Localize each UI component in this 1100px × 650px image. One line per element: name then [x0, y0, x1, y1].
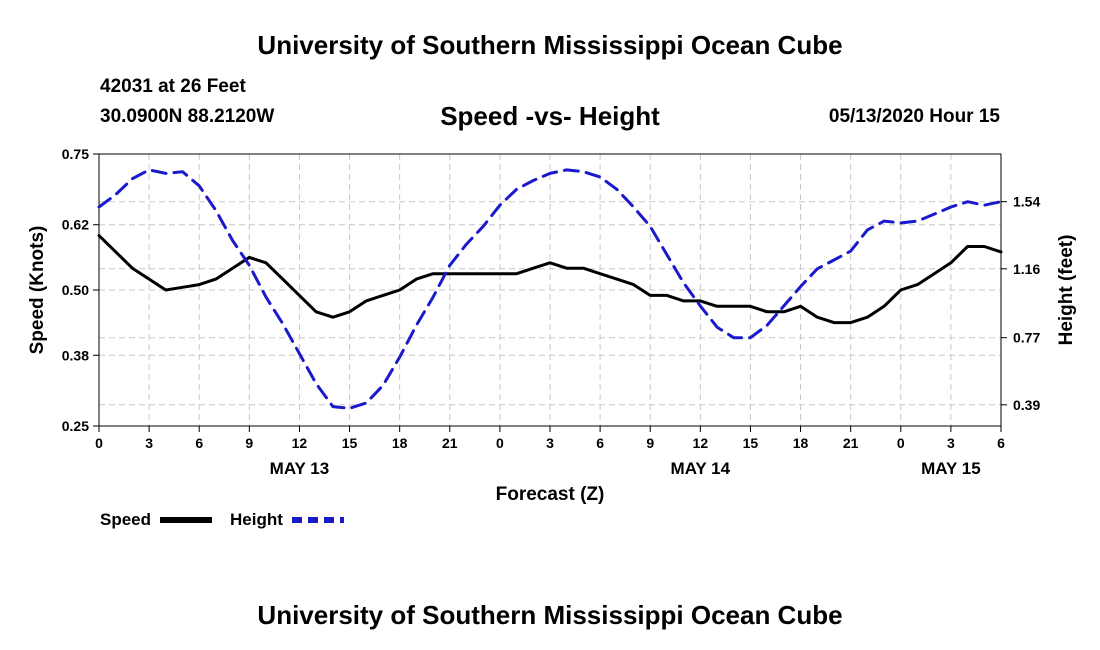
header-title: University of Southern Mississippi Ocean…: [257, 30, 843, 60]
y-axis-label-left: Speed (Knots): [27, 226, 48, 355]
x-tick-label: 6: [195, 435, 203, 451]
x-tick-label: 9: [245, 435, 253, 451]
timestamp-label: 05/13/2020 Hour 15: [828, 106, 1000, 127]
y2-tick-label: 1.54: [1013, 194, 1040, 210]
chart-title: Speed -vs- Height: [440, 101, 660, 131]
x-axis-label: Forecast (Z): [496, 484, 605, 505]
x-tick-label: 0: [95, 435, 103, 451]
station-label: 42031 at 26 Feet: [100, 76, 246, 97]
legend-speed-label: Speed: [100, 510, 151, 529]
series: [97, 168, 1003, 410]
y-tick-label: 0.62: [62, 217, 89, 233]
y2-tick-label: 1.16: [1013, 261, 1040, 277]
footer-title: University of Southern Mississippi Ocean…: [257, 600, 843, 630]
date-label: MAY 14: [671, 459, 731, 478]
y-tick-label: 0.38: [62, 347, 89, 363]
x-tick-label: 18: [392, 435, 408, 451]
date-label: MAY 13: [270, 459, 330, 478]
legend: Speed Height: [100, 510, 344, 529]
series-line-height: [97, 168, 1003, 410]
x-tick-label: 3: [145, 435, 153, 451]
x-tick-label: 12: [292, 435, 308, 451]
x-tick-label: 18: [793, 435, 809, 451]
x-tick-label: 9: [646, 435, 654, 451]
x-tick-label: 0: [897, 435, 905, 451]
y-tick-label: 0.75: [62, 146, 89, 162]
x-tick-label: 21: [843, 435, 859, 451]
x-tick-label: 15: [743, 435, 759, 451]
axis-ticks: [93, 153, 1007, 432]
y-axis-label-right: Height (feet): [1056, 235, 1077, 346]
y-tick-label: 0.25: [62, 418, 89, 434]
x-tick-label: 3: [947, 435, 955, 451]
y2-tick-label: 0.77: [1013, 330, 1040, 346]
x-tick-label: 15: [342, 435, 358, 451]
grid: [99, 154, 1001, 426]
series-line-speed: [97, 234, 1003, 325]
coords-label: 30.0900N 88.2120W: [100, 106, 275, 127]
y2-tick-label: 0.39: [1013, 397, 1040, 413]
date-label: MAY 15: [921, 459, 981, 478]
y-tick-label: 0.50: [62, 282, 89, 298]
axis-labels: 0 3 6 9 12 15 18 21 0 3 6 9 12 15 18 21 0 3 6 MAY 13 MAY 14 M…: [62, 146, 1041, 478]
x-tick-label: 0: [496, 435, 504, 451]
x-tick-label: 21: [442, 435, 458, 451]
x-tick-label: 6: [997, 435, 1005, 451]
x-tick-label: 6: [596, 435, 604, 451]
x-tick-label: 3: [546, 435, 554, 451]
x-tick-label: 12: [693, 435, 709, 451]
legend-height-label: Height: [230, 510, 283, 529]
